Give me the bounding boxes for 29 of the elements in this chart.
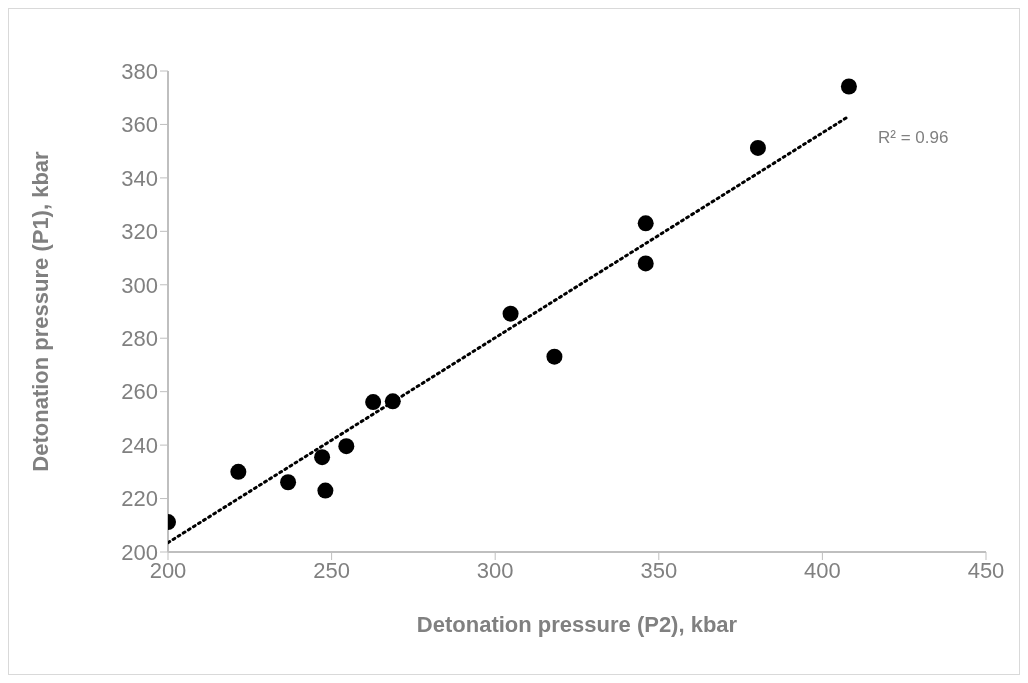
y-tick-label: 240 [121,432,158,458]
y-tick-label: 320 [121,219,158,245]
point [338,438,355,455]
point [840,78,857,95]
x-tick-label: 300 [476,557,514,583]
y-tick-label: 220 [121,486,158,512]
y-tick-label: 260 [121,379,158,405]
point [502,305,519,322]
point [317,482,334,499]
y-tick-label: 360 [121,112,158,138]
point [749,139,766,156]
point [230,463,247,480]
y-tick-label: 280 [121,326,158,352]
y-tick-label: 340 [121,165,158,191]
point [314,449,331,466]
x-tick-label: 250 [313,557,350,583]
point [637,255,654,272]
y-tick-label: 380 [121,58,158,84]
y-axis-title: Detonation pressure (P1), kbar [27,150,53,472]
annotation: R² = 0.96 [878,128,949,148]
x-tick-label: 450 [967,557,1005,583]
x-tick-label: 400 [804,557,841,583]
point [637,215,654,232]
x-tick-label: 350 [640,557,678,583]
point [546,348,563,365]
point [365,394,382,411]
y-tick-label: 300 [121,272,158,298]
point [280,474,297,491]
x-axis-title: Detonation pressure (P2), kbar [416,612,738,637]
